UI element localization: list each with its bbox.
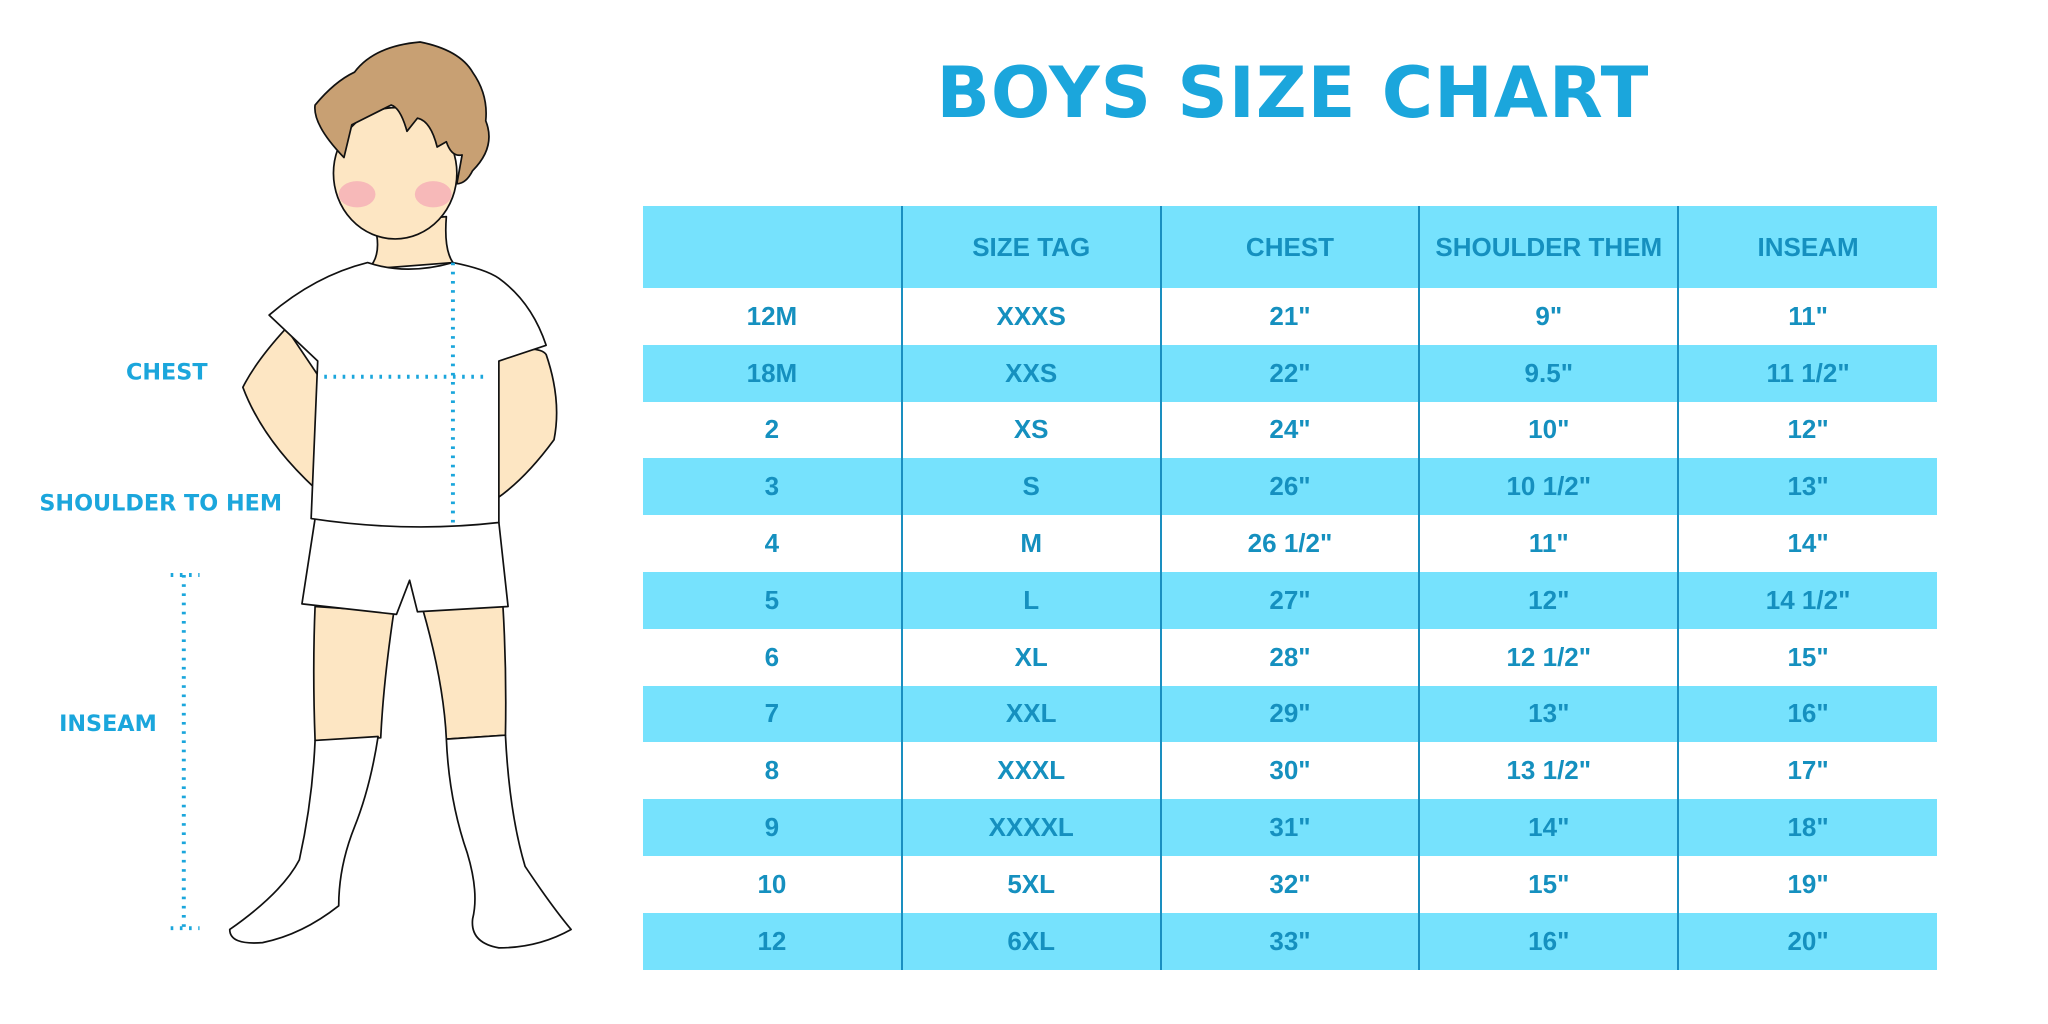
shoulder-to-hem-label: SHOULDER TO HEM bbox=[39, 491, 282, 517]
hair bbox=[314, 41, 490, 185]
table-cell: 14" bbox=[1677, 515, 1937, 572]
column-header bbox=[643, 206, 902, 288]
table-row: 12 6XL 33" 16" 20" bbox=[643, 912, 1937, 970]
table-cell: 10 1/2" bbox=[1418, 458, 1679, 516]
table-cell: 28" bbox=[1159, 628, 1420, 686]
table-cell: 13 1/2" bbox=[1418, 742, 1679, 800]
table-cell: 29" bbox=[1159, 685, 1420, 743]
table-header-row: SIZE TAG CHEST SHOULDER THEM INSEAM bbox=[643, 206, 1937, 288]
table-cell: 19" bbox=[1677, 855, 1937, 913]
table-cell: 27" bbox=[1159, 571, 1420, 629]
column-header: SHOULDER THEM bbox=[1418, 206, 1679, 288]
table-cell: XXL bbox=[900, 685, 1161, 743]
right-arm bbox=[492, 348, 558, 500]
chest-label: CHEST bbox=[126, 359, 208, 385]
table-cell: S bbox=[900, 458, 1161, 516]
table-cell: M bbox=[900, 515, 1161, 572]
table-cell: XXXXL bbox=[900, 799, 1161, 856]
table-cell: 7 bbox=[643, 685, 902, 743]
column-header: SIZE TAG bbox=[900, 206, 1161, 288]
table-cell: 32" bbox=[1159, 855, 1420, 913]
table-cell: XL bbox=[900, 628, 1161, 686]
table-cell: 9" bbox=[1418, 288, 1679, 345]
table-cell: 15" bbox=[1677, 628, 1937, 686]
table-cell: 16" bbox=[1418, 912, 1679, 970]
table-cell: 5XL bbox=[900, 855, 1161, 913]
column-header: CHEST bbox=[1159, 206, 1420, 288]
table-cell: 2 bbox=[764, 414, 780, 445]
table-cell: 16" bbox=[1677, 685, 1937, 743]
table-cell: XXXS bbox=[900, 288, 1161, 345]
table-row: 12M XXXS 21" 9" 11" bbox=[643, 288, 1937, 345]
table-cell: 30" bbox=[1159, 742, 1420, 800]
inseam-label: INSEAM bbox=[59, 711, 157, 737]
table-cell: 11" bbox=[1677, 288, 1937, 345]
table-cell: 12 bbox=[643, 912, 902, 970]
table-row: 3 S 26" 10 1/2" 13" bbox=[643, 458, 1937, 516]
table-cell: 15" bbox=[1418, 855, 1679, 913]
right-sock bbox=[445, 734, 572, 949]
table-cell: 10 bbox=[757, 868, 787, 899]
column-header: INSEAM bbox=[1677, 206, 1937, 288]
table-cell: 21" bbox=[1159, 288, 1420, 345]
table-cell: 13" bbox=[1418, 685, 1679, 743]
table-cell: 20" bbox=[1677, 912, 1937, 970]
left-leg bbox=[312, 605, 395, 742]
table-cell: 14" bbox=[1418, 799, 1679, 856]
table-row: 18M XXS 22" 9.5" 11 1/2" bbox=[643, 344, 1937, 402]
table-cell: 26" bbox=[1159, 458, 1420, 516]
table-cell: 6XL bbox=[900, 912, 1161, 970]
right-leg bbox=[421, 603, 507, 740]
table-cell: 6 bbox=[764, 641, 780, 672]
table-cell: 22" bbox=[1159, 344, 1420, 402]
table-row: 6 XL 28" 12 1/2" 15" bbox=[643, 628, 1937, 686]
table-cell: 9 bbox=[643, 799, 902, 856]
table-cell: 3 bbox=[643, 458, 902, 516]
table-row: 9 XXXXL 31" 14" 18" bbox=[643, 799, 1937, 856]
table-cell: 18M bbox=[643, 344, 902, 402]
table-cell: 33" bbox=[1159, 912, 1420, 970]
table-cell: 5 bbox=[643, 571, 902, 629]
table-cell: 14 1/2" bbox=[1677, 571, 1937, 629]
table-cell: L bbox=[900, 571, 1161, 629]
table-row: 8 XXXL 30" 13 1/2" 17" bbox=[643, 742, 1937, 800]
table-cell: 4 bbox=[764, 528, 780, 559]
table-cell: 12" bbox=[1677, 401, 1937, 459]
table-cell: 31" bbox=[1159, 799, 1420, 856]
table-cell: 11" bbox=[1418, 515, 1679, 572]
size-table: SIZE TAG CHEST SHOULDER THEM INSEAM 12M XXXS… bbox=[643, 206, 1937, 970]
table-cell: 18" bbox=[1677, 799, 1937, 856]
table-cell: XXS bbox=[900, 344, 1161, 402]
table-cell: 12M bbox=[746, 300, 798, 331]
table-cell: 11 1/2" bbox=[1677, 344, 1937, 402]
table-cell: 24" bbox=[1159, 401, 1420, 459]
table-row: 5 L 27" 12" 14 1/2" bbox=[643, 571, 1937, 629]
table-cell: 12 1/2" bbox=[1418, 628, 1679, 686]
table-cell: 12" bbox=[1418, 571, 1679, 629]
table-row: 7 XXL 29" 13" 16" bbox=[643, 685, 1937, 743]
table-cell: 17" bbox=[1677, 742, 1937, 800]
page-title: BOYS SIZE CHART bbox=[936, 52, 1650, 134]
left-sock bbox=[228, 735, 379, 944]
table-cell: 13" bbox=[1677, 458, 1937, 516]
table-cell: XXXL bbox=[900, 742, 1161, 800]
left-arm bbox=[242, 327, 323, 490]
table-cell: 10" bbox=[1418, 401, 1679, 459]
table-cell: 8 bbox=[764, 755, 780, 786]
table-row: 4 M 26 1/2" 11" 14" bbox=[643, 515, 1937, 572]
table-cell: 26 1/2" bbox=[1159, 515, 1420, 572]
table-row: 10 5XL 32" 15" 19" bbox=[643, 855, 1937, 913]
table-cell: XS bbox=[900, 401, 1161, 459]
table-row: 2 XS 24" 10" 12" bbox=[643, 401, 1937, 459]
table-cell: 9.5" bbox=[1418, 344, 1679, 402]
shorts bbox=[301, 517, 509, 616]
